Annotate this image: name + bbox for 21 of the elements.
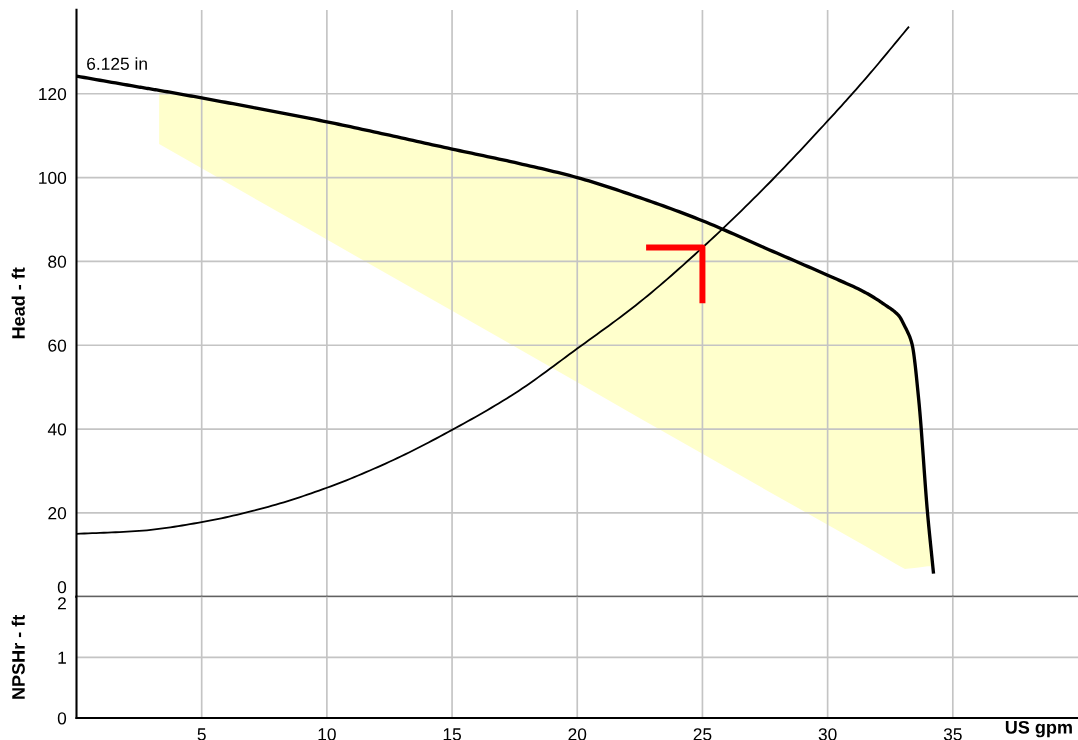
x-tick-label: 5 — [197, 728, 206, 740]
y-tick-label: 0 — [57, 581, 67, 594]
y-tick-label: 1 — [58, 651, 66, 664]
x-tick-label: 20 — [568, 728, 587, 740]
y-tick-label: 60 — [48, 339, 67, 352]
x-tick-label: 10 — [318, 728, 336, 740]
x-tick-label: 15 — [443, 728, 461, 740]
y-tick-label: 80 — [48, 255, 67, 268]
x-tick-label: 35 — [943, 728, 962, 740]
y-axis-title: Head - ft — [11, 267, 25, 339]
x-axis-title: US gpm — [1005, 720, 1072, 738]
y-tick-label: 20 — [48, 507, 67, 520]
x-tick-label: 25 — [693, 728, 712, 740]
y-tick-label: 40 — [47, 423, 67, 436]
y-tick-label: 120 — [39, 87, 67, 101]
y-tick-label: 100 — [39, 171, 67, 185]
x-tick-label: 30 — [818, 728, 837, 740]
y-tick-label: 2 — [58, 597, 66, 610]
y-tick-label: 0 — [57, 712, 67, 725]
y-axis-title: NPSHr - ft — [11, 614, 25, 699]
series-label: 6.125 in — [87, 57, 147, 70]
